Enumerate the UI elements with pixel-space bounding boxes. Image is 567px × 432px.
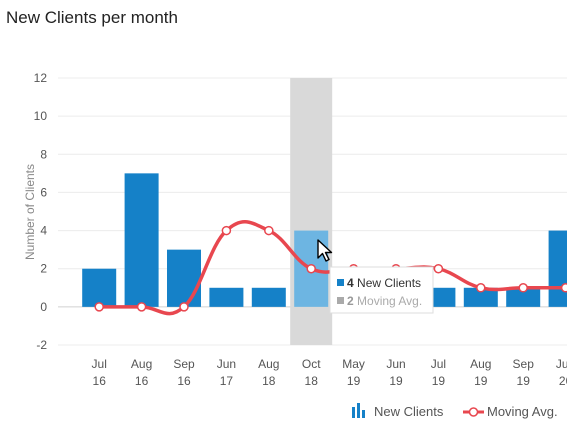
x-tick-year: 20 (559, 374, 567, 388)
x-tick-month: Sep (173, 357, 195, 371)
tooltip-moving-avg-value: 2 (347, 294, 354, 308)
tooltip-bar-swatch (337, 279, 344, 286)
x-tick-year: 19 (347, 374, 361, 388)
x-tick-year: 17 (220, 374, 234, 388)
line-point[interactable] (94, 302, 104, 312)
bar[interactable] (209, 287, 244, 307)
x-tick-year: 19 (517, 374, 531, 388)
legend: New Clients Moving Avg. (352, 403, 558, 419)
x-tick-year: 19 (474, 374, 488, 388)
bar[interactable] (167, 249, 201, 307)
x-tick-year: 16 (177, 374, 191, 388)
y-axis-label: Number of Clients (23, 164, 37, 260)
bar[interactable] (124, 173, 159, 307)
tooltip-moving-avg-label: Moving Avg. (354, 294, 422, 308)
line-marker-icon (463, 407, 484, 417)
line-point[interactable] (476, 283, 486, 293)
bar[interactable] (82, 268, 117, 307)
x-tick-month: Aug (470, 357, 491, 371)
line-point[interactable] (136, 302, 147, 312)
x-tick-month: Aug (131, 357, 152, 371)
tooltip-new-clients-value: 4 (347, 276, 354, 290)
y-tick-label: 8 (40, 147, 47, 161)
tooltip-line-swatch (337, 297, 344, 304)
line-point[interactable] (306, 263, 316, 274)
legend-label-new-clients: New Clients (374, 404, 444, 419)
bar[interactable] (251, 287, 286, 307)
x-tick-year: 16 (135, 374, 149, 388)
line-point[interactable] (518, 283, 528, 293)
x-tick-month: Oct (302, 357, 321, 371)
x-tick-month: Aug (258, 357, 279, 371)
line-point[interactable] (560, 283, 567, 293)
tooltip: 4 New Clients 2 Moving Avg. (329, 266, 434, 314)
legend-item-moving-avg[interactable]: Moving Avg. (463, 404, 558, 419)
x-tick-month: Jun (556, 357, 567, 371)
y-axis-ticks: 12 10 8 6 4 2 0 -2 (34, 71, 48, 352)
line-point[interactable] (179, 302, 189, 312)
mouse-cursor-icon (317, 239, 333, 262)
x-tick-year: 18 (262, 374, 276, 388)
tooltip-box (329, 266, 434, 314)
x-tick-month: Jun (217, 357, 236, 371)
bar[interactable] (463, 287, 498, 307)
bar[interactable] (506, 287, 541, 307)
x-tick-year: 19 (432, 374, 446, 388)
tooltip-new-clients-label: New Clients (354, 276, 421, 290)
y-tick-label: 6 (40, 185, 47, 199)
legend-label-moving-avg: Moving Avg. (487, 404, 558, 419)
tooltip-line-moving-avg: 2 Moving Avg. (347, 294, 422, 308)
y-tick-label: 0 (40, 300, 47, 314)
y-tick-label: -2 (36, 338, 47, 352)
bar-chart-icon (352, 403, 365, 418)
x-tick-year: 16 (93, 374, 107, 388)
tooltip-line-new-clients: 4 New Clients (347, 276, 421, 290)
y-tick-label: 2 (40, 262, 47, 276)
chart-title: New Clients per month (6, 8, 178, 27)
x-tick-month: May (342, 357, 365, 371)
line-point[interactable] (264, 225, 274, 236)
y-tick-label: 12 (34, 71, 48, 85)
x-tick-year: 19 (389, 374, 403, 388)
x-axis-ticks: Jul 16 Aug 16 Sep 16 Jun 17 Aug 18 Oct 18 May 19 Jun 19… (92, 357, 567, 388)
line-point[interactable] (433, 263, 444, 274)
x-tick-month: Sep (513, 357, 535, 371)
x-tick-month: Jul (92, 357, 107, 371)
x-tick-year: 18 (305, 374, 319, 388)
x-tick-month: Jun (386, 357, 405, 371)
y-tick-label: 10 (34, 109, 48, 123)
bar[interactable] (548, 230, 567, 307)
legend-item-new-clients[interactable]: New Clients (352, 403, 444, 419)
y-tick-label: 4 (40, 224, 47, 238)
x-tick-month: Jul (431, 357, 446, 371)
line-point[interactable] (221, 225, 232, 236)
